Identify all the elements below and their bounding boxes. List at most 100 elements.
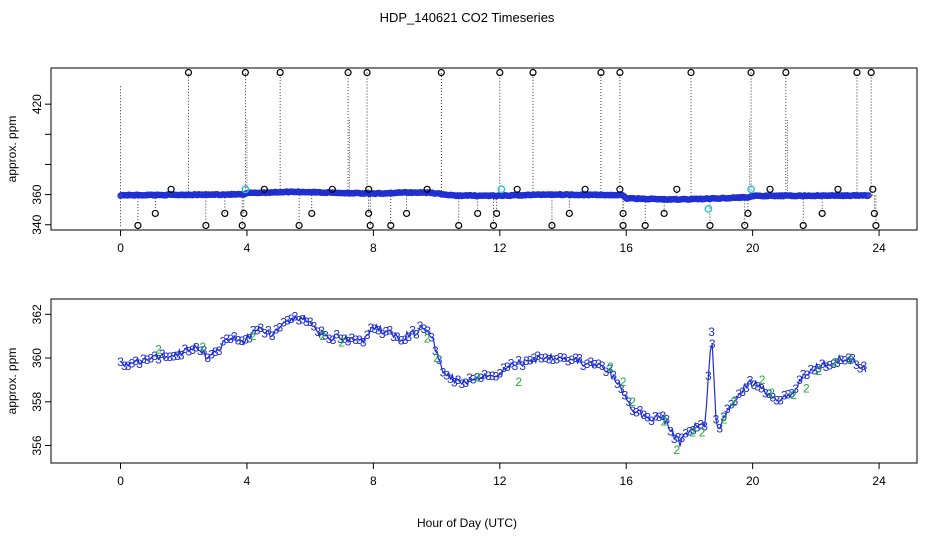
panel1-outlier [151,209,159,218]
panel1-outlier [344,68,352,77]
panel2-point-3: 3 [390,330,397,344]
panel1-outlier [202,221,210,230]
panel2-point-3: 3 [136,357,143,371]
panel2-point-2: 2 [759,373,766,387]
panel1-outlier [641,221,649,230]
panel2-point-3: 3 [857,361,864,375]
panel2-point-3: 3 [610,368,617,382]
panel2-point-3: 3 [174,349,181,363]
panel2-point-3: 3 [701,419,708,433]
panel2-point-2: 2 [803,382,810,396]
panel2-xtick-label: 20 [746,474,760,488]
panel1-outlier [402,209,411,218]
panel1-outlier [565,209,573,218]
panel2-point-3: 3 [527,354,534,368]
panel2-point-3: 3 [807,362,814,376]
panel2-point-3: 3 [496,367,503,381]
chart-title: HDP_140621 CO2 Timeseries [380,10,555,25]
panel1-outlier [619,221,627,230]
panel1-outlier [423,185,431,193]
panel2-point-3: 3 [637,403,644,417]
panel2-point-3: 3 [258,321,265,335]
panel2-point-3: 3 [204,351,211,365]
panel2-point-3: 3 [201,344,208,358]
panel2-point-3: 3 [587,355,594,369]
panel1-xtick-label: 8 [370,241,377,255]
panel1-outlier [455,221,463,230]
panel2-point-3: 3 [667,424,674,438]
panel2-point-2: 2 [319,329,326,343]
panel1-outlier [241,68,249,77]
panel1-xtick-label: 0 [117,241,124,255]
panel2-point-2: 2 [433,351,440,365]
panel2-point-3: 3 [758,381,765,395]
panel1-outlier [619,209,627,218]
panel2-point-3: 3 [531,351,538,365]
panel2-point-2: 2 [474,371,481,385]
panel2-point-3: 3 [682,426,689,440]
panel2-point-3: 3 [826,358,833,372]
panel2-point-3: 3 [398,333,405,347]
panel2-series-line [120,314,867,447]
panel1-xtick-label: 12 [493,241,507,255]
panel2-point-3: 3 [606,362,613,376]
panel2-xtick-label: 12 [493,474,507,488]
panel2-point-3: 3 [732,394,739,408]
panel2-point-3: 3 [261,327,268,341]
panel2-point-3: 3 [853,358,860,372]
panel2-point-3: 3 [512,359,519,373]
panel2-point-3: 3 [811,364,818,378]
panel2-point-3: 3 [459,377,466,391]
panel2-point-3: 3 [542,351,549,365]
panel2-point-3: 3 [641,408,648,422]
panel2-point-3: 3 [572,351,579,365]
panel1-flag-point [241,185,250,194]
panel2-point-3: 3 [735,387,742,401]
panel1-outlier [308,209,316,218]
panel2-point-3: 3 [333,327,340,341]
panel2-point-3: 3 [193,341,200,355]
panel1-xtick-label: 4 [244,241,251,255]
panel2-point-2: 2 [790,388,797,402]
panel2-point-3: 3 [155,352,162,366]
panel1-point [865,192,872,199]
panel1-outlier [799,221,807,230]
panel2-point-3: 3 [170,350,177,364]
panel2-point-3: 3 [716,422,723,436]
panel2-xtick-label: 8 [370,474,377,488]
panel1-outlier [616,185,624,193]
panel2-point-3: 3 [493,369,500,383]
panel1-outlier [238,221,246,230]
panel2-point-3: 3 [212,345,219,359]
panel2-point-3: 3 [208,348,215,362]
panel2-point-3: 3 [713,413,720,427]
panel2-point-3: 3 [489,369,496,383]
panel2-point-3: 3 [269,329,276,343]
panel1-outlier [295,221,303,230]
panel2-point-3: 3 [417,319,424,333]
panel2-point-3: 3 [462,376,469,390]
panel2-point-3: 3 [724,402,731,416]
panel2-point-3: 3 [591,357,598,371]
panel2-point-2: 2 [620,375,627,389]
panel2-point-3: 3 [515,354,522,368]
panel1-outlier [766,185,774,193]
panel2-point-3: 3 [728,397,735,411]
panel1-outlier [853,68,861,77]
panel1-outlier [513,185,521,193]
panel2-point-3: 3 [386,324,393,338]
panel2-point-3: 3 [151,349,158,363]
panel1-outlier [496,68,504,77]
panel2-point-3: 3 [303,315,310,329]
panel2-ytick-label: 360 [30,348,44,368]
panel2-point-3: 3 [815,362,822,376]
panel2-point-2: 2 [689,425,696,439]
panel2-point-3: 3 [451,376,458,390]
panel1-ytick-label: 420 [30,94,44,114]
panel2-point-3: 3 [424,324,431,338]
panel2-point-3: 3 [299,312,306,326]
panel2-xtick-label: 0 [117,474,124,488]
panel2-point-3: 3 [364,328,371,342]
panel2-point-2: 2 [424,331,431,345]
